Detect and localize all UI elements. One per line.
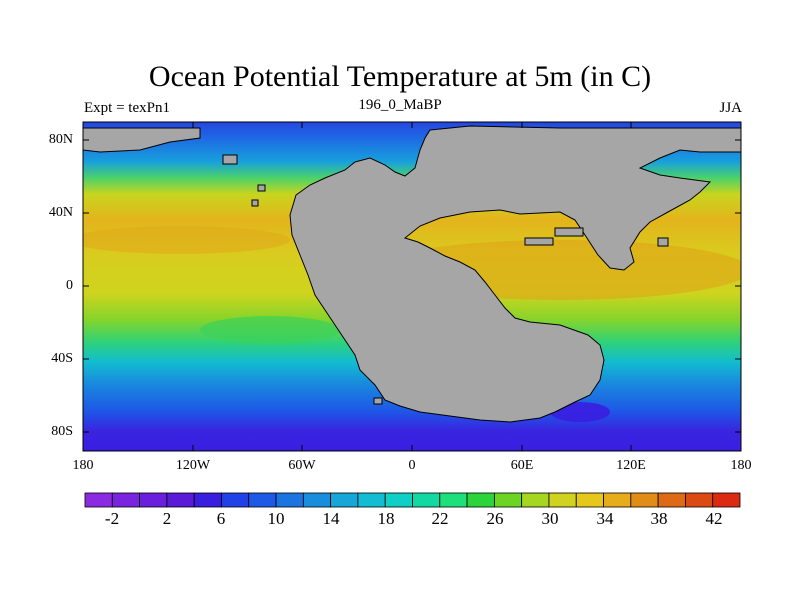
colorbar-label: 34 [596,509,614,528]
lat-tick-label: 80S [51,424,73,439]
colorbar [84,492,741,508]
lon-tick-label: 0 [408,458,416,473]
green-tongue-south [200,316,340,344]
colorbar-label: 14 [322,509,340,528]
colorbar-label: 10 [267,509,285,528]
colorbar-label: 22 [431,509,449,528]
colorbar-swatch [330,492,359,508]
lon-tick-label: 180 [730,458,752,473]
colorbar-swatch [466,492,495,508]
colorbar-swatch [521,492,550,508]
colorbar-swatch [603,492,632,508]
colorbar-swatch [248,492,277,508]
island-inland-sea-a [524,237,554,246]
colorbar-swatch [384,492,413,508]
landmass-pangaea [289,125,741,423]
lat-tick-label: 40S [51,351,73,366]
lon-tick-label: 120W [175,458,211,473]
colorbar-swatch [412,492,441,508]
lat-tick-label: 80N [48,132,73,147]
colorbar-swatch [275,492,304,508]
colorbar-swatch [84,492,113,508]
colorbar-swatch [302,492,332,508]
lat-tick-label: 40N [48,205,73,220]
colorbar-label: 6 [216,509,226,528]
colorbar-swatch [439,492,468,508]
lon-tick-label: 60W [288,458,316,473]
colorbar-swatch [685,492,714,508]
lat-tick-label: 0 [66,278,73,293]
island-mid [251,199,259,207]
colorbar-swatch [139,492,168,508]
colorbar-swatch [548,492,577,508]
island-south [373,397,383,405]
landmass-north-arctic [83,127,201,153]
period-label: 196_0_MaBP [358,97,442,113]
colorbar-swatch [111,492,140,508]
colorbar-label: 26 [486,509,504,528]
lon-tick-label: 180 [72,458,94,473]
warm-band-west [83,226,290,254]
colorbar-swatch [221,492,250,508]
colorbar-label: 30 [541,509,559,528]
colorbar-swatch [657,492,686,508]
colorbar-swatch [493,492,523,508]
colorbar-label: 38 [650,509,668,528]
season-label: JJA [719,100,742,116]
colorbar-swatch [630,492,659,508]
experiment-label: Expt = texPn1 [84,100,170,116]
colorbar-swatch [575,492,604,508]
colorbar-swatch [166,492,195,508]
island-east [657,237,669,247]
colorbar-swatch [712,492,741,508]
lon-tick-label: 120E [616,458,646,473]
colorbar-swatch [357,492,386,508]
island-north-b [257,184,266,192]
colorbar-label: -2 [104,509,120,528]
colorbar-label: 18 [377,509,395,528]
lon-tick-label: 60E [510,458,534,473]
axis-ticks [83,122,741,451]
colorbar-label: 42 [705,509,723,528]
plot-title: Ocean Potential Temperature at 5m (in C) [148,60,652,93]
island-inland-sea-b [554,227,584,237]
colorbar-label: 2 [162,509,172,528]
colorbar-swatch [193,492,222,508]
island-north-a [222,154,238,165]
